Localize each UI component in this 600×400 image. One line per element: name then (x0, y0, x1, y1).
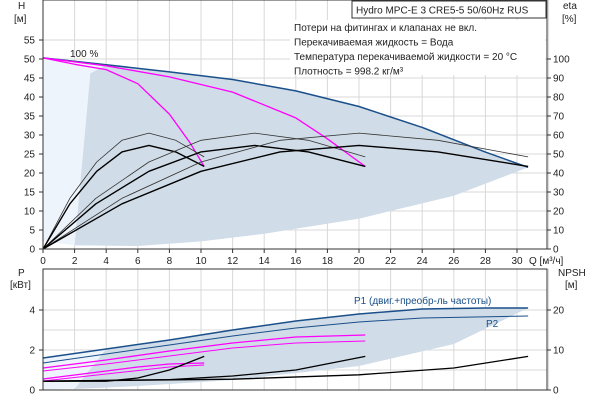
y-tick-label-eta: 40 (553, 169, 565, 180)
x-tick-label: 10 (195, 256, 207, 267)
x-tick-label: 24 (417, 256, 429, 267)
speed-label: 100 % (70, 49, 98, 60)
y-label-h-unit: [м] (14, 14, 27, 25)
y-tick-label-h: 45 (24, 74, 36, 85)
curve-h-2-pumps (42, 57, 366, 168)
y-tick-label-eta: 90 (553, 74, 565, 85)
chart-title: Hydro MPC-E 3 CRE5-5 50/60Hz RUS (356, 6, 529, 17)
x-tick-label: 26 (448, 256, 460, 267)
y-tick-label-p: 0 (29, 386, 35, 397)
y-tick-label-eta: 10 (553, 226, 565, 237)
operating-area (74, 308, 529, 389)
curve-p1-3-pumps (42, 307, 529, 359)
x-tick-label: 0 (40, 256, 46, 267)
y-label-p-unit: [кВт] (10, 280, 31, 291)
curve-p1-1-pump (42, 362, 205, 380)
curve-eta-1-pump (42, 132, 205, 250)
x-tick-label: 14 (259, 256, 271, 267)
y-tick-label-npsh: 20 (553, 306, 565, 317)
curve-npsh-3-pumps (42, 355, 529, 382)
curve-eta-3-pumps (42, 132, 529, 250)
y-tick-label-h: 5 (29, 226, 35, 237)
y-tick-label-h: 25 (24, 150, 36, 161)
y-tick-label-eta: 20 (553, 207, 565, 218)
x-tick-label: 22 (385, 256, 397, 267)
curve-h-1-pump (42, 57, 205, 167)
y-tick-label-h: 20 (24, 169, 36, 180)
y-tick-label-h: 15 (24, 188, 36, 199)
x-tick-label: 4 (103, 256, 109, 267)
y-tick-label-eta: 60 (553, 131, 565, 142)
title-box: Hydro MPC-E 3 CRE5-5 50/60Hz RUS (351, 0, 547, 19)
y-tick-label-npsh: 0 (553, 386, 559, 397)
note-line: Температура перекачиваемой жидкости = 20… (294, 52, 517, 63)
y-label-npsh-unit: [м] (565, 280, 578, 291)
y-tick-label-p: 4 (29, 306, 35, 317)
y-label-eta-unit: [%] (562, 14, 577, 25)
y-tick-label-eta: 30 (553, 188, 565, 199)
y-tick-label-npsh: 10 (553, 346, 565, 357)
curve-p2-3-pumps (42, 315, 529, 364)
x-tick-label: 16 (290, 256, 302, 267)
x-tick-label: 8 (167, 256, 173, 267)
x-tick-label: 2 (72, 256, 78, 267)
x-tick-label: 6 (135, 256, 141, 267)
curve-eta-3-pumps-total (42, 144, 529, 250)
y-tick-label-h: 35 (24, 112, 36, 123)
note-line: Потери на фитингах и клапанах не вкл. (294, 22, 477, 34)
y-tick-label-eta: 80 (553, 93, 565, 104)
curve-p1-2-pumps (42, 334, 366, 369)
y-tick-label-h: 50 (24, 55, 36, 66)
x-label-q: Q [м³/ч] (529, 256, 564, 267)
y-tick-label-h: 40 (24, 93, 36, 104)
notes: Потери на фитингах и клапанах не вкл. Пе… (290, 20, 545, 78)
y-tick-label-h: 10 (24, 207, 36, 218)
y-tick-label-h: 0 (29, 245, 35, 256)
plot-frame (42, 268, 548, 391)
curve-eta-2-pumps (42, 132, 366, 250)
curve-h-3-pumps-100- (42, 57, 529, 169)
y-tick-label-eta: 50 (553, 150, 565, 161)
x-tick-label: 18 (322, 256, 334, 267)
x-tick-label: 28 (480, 256, 492, 267)
x-tick-label: 20 (353, 256, 365, 267)
y-tick-label-h: 30 (24, 131, 36, 142)
x-tick-label: 12 (227, 256, 239, 267)
curve-eta-1-pump-total (42, 144, 205, 250)
y-tick-label-eta: 0 (553, 245, 559, 256)
y-tick-label-eta: 70 (553, 112, 565, 123)
operating-area (74, 64, 529, 246)
y-tick-label-eta: 100 (553, 55, 570, 66)
y-label-p: P (18, 268, 25, 279)
y-label-h: H (18, 1, 25, 12)
p2-label: P2 (486, 319, 499, 330)
curve-eta-2-pumps-total (42, 144, 366, 250)
plot-frame (42, 0, 548, 250)
y-tick-label-h: 55 (24, 36, 36, 47)
x-tick-label: 30 (511, 256, 523, 267)
y-label-npsh: NPSH (558, 268, 586, 279)
curve-p2-1-pump (42, 364, 205, 382)
curve-p2-2-pumps (42, 340, 366, 372)
p1-label: P1 (двиг.+преобр-ль частоты) (354, 295, 491, 307)
power-npsh-plot: 0 2 4 0 10 20 (29, 268, 565, 397)
note-line: Перекачиваемая жидкость = Вода (294, 38, 454, 49)
note-line: Плотность = 998.2 кг/м³ (294, 67, 404, 78)
y-label-eta: eta (563, 1, 577, 12)
y-tick-label-p: 2 (29, 346, 35, 357)
